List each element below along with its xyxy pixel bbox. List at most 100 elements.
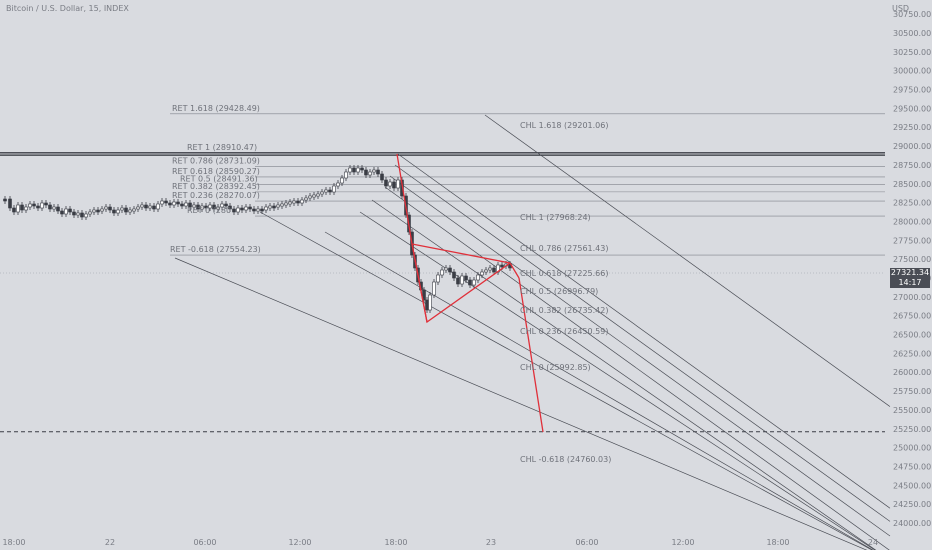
pattern-leg-5 [411,243,428,323]
chl-label-7: CHL 0 (25992.85) [520,363,591,372]
candle-body [232,208,236,213]
candle-body [296,200,300,204]
candle-body [444,267,448,271]
ret-label-0: RET 1.618 (29428.49) [172,104,260,113]
candle-body [12,207,16,213]
candle-body [36,205,40,209]
candle-body [92,209,96,213]
y-tick-label-19: 28750.00 [893,161,931,170]
candle-body [220,203,224,208]
candle-body [212,204,216,210]
bar-countdown: 14:17 [898,278,922,287]
candles [3,165,512,313]
candle-body [480,271,484,276]
candle-body [436,274,440,283]
channel-line-5 [371,199,877,550]
candle-body [156,203,160,210]
y-tick-label-21: 29250.00 [893,123,931,132]
candle-body [252,208,256,212]
candle-body [368,171,372,176]
candle-body [492,267,496,273]
candle-body [332,185,336,193]
candle-body [192,204,196,208]
x-tick-label-5: 23 [486,538,496,547]
candle-body [100,208,104,212]
candle-body [224,203,228,207]
chl-label-5: CHL 0.382 (26735.42) [520,306,608,315]
candle-body [8,198,12,209]
channel-line-7 [324,231,874,550]
candle-body [68,208,72,213]
candle-body [172,201,176,206]
candle-body [488,267,492,271]
candle-body [208,204,212,209]
candle-body [48,204,52,210]
candle-body [176,201,180,205]
candle-body [328,189,332,193]
y-tick-label-7: 25750.00 [893,387,931,396]
y-tick-label-23: 29750.00 [893,86,931,95]
x-tick-label-3: 12:00 [288,538,311,547]
candle-body [160,200,164,205]
candle-body [352,167,356,173]
candle-body [452,271,456,279]
candle-body [456,277,460,285]
horizontal-lines [0,113,885,433]
candle-body [308,195,312,199]
channel-line-2 [394,164,891,522]
candle-body [52,206,56,210]
y-tick-label-0: 24000.00 [893,519,931,528]
y-tick-label-18: 28500.00 [893,180,931,189]
y-tick-label-15: 27750.00 [893,236,931,245]
y-tick-label-1: 24250.00 [893,500,931,509]
candle-body [248,206,252,210]
level-labels: RET 1.618 (29428.49) RET 1 (28910.47) RET … [170,104,611,464]
candle-body [312,194,316,198]
candle-body [196,204,200,210]
candle-body [344,171,348,179]
y-tick-label-3: 24750.00 [893,462,931,471]
candle-body [300,199,304,204]
candle-body [356,167,360,173]
candle-body [24,206,28,211]
candle-body [108,206,112,211]
candle-body [20,204,24,211]
candle-body [44,202,48,206]
candle-body [16,204,20,213]
x-tick-label-8: 18:00 [766,538,789,547]
candle-body [324,189,328,193]
channel-line-4 [384,186,890,550]
candle-body [60,210,64,215]
candle-body [468,279,472,286]
candle-body [425,299,429,311]
x-tick-label-9: 24 [868,538,878,547]
candle-body [152,205,156,210]
candle-body [476,274,480,281]
candle-body [256,208,260,212]
candle-body [440,269,444,276]
x-tick-label-7: 12:00 [671,538,694,547]
channel-line-3 [389,175,891,537]
candle-body [244,206,248,211]
candle-body [200,205,204,210]
candle-body [288,201,292,205]
y-tick-label-9: 26250.00 [893,349,931,358]
candle-body [432,281,436,296]
candle-body [136,206,140,210]
chl-label-8: CHL -0.618 (24760.03) [520,455,611,464]
candle-body [128,209,132,213]
candle-body [388,181,392,187]
candle-body [376,169,380,175]
y-tick-label-4: 25000.00 [893,444,931,453]
y-tick-label-14: 27500.00 [893,255,931,264]
candle-body [236,207,240,213]
candle-body [144,204,148,209]
pattern-leg-3 [509,262,520,279]
candle-body [72,211,76,216]
candle-body [88,211,92,215]
candle-body [96,209,100,213]
candle-body [140,204,144,208]
current-price-badge: 27321.34 14:17 [890,268,930,288]
x-tick-label-6: 06:00 [575,538,598,547]
